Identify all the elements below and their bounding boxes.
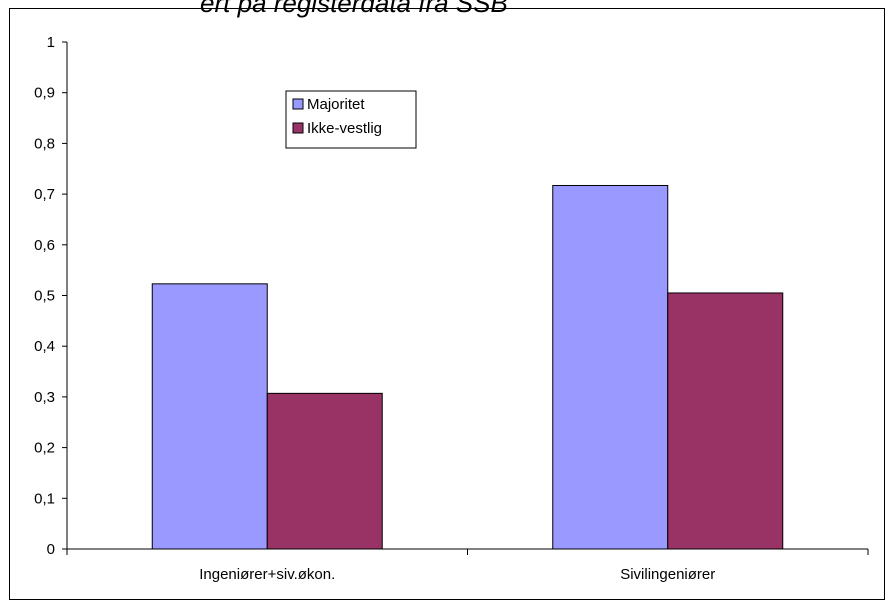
bar-majoritet: [152, 284, 267, 549]
x-tick-label: Ingeniører+siv.økon.: [199, 566, 335, 583]
y-tick-label: 1: [47, 34, 55, 51]
y-tick-label: 0: [47, 541, 55, 558]
y-tick-label: 0,7: [34, 186, 55, 203]
y-tick-label: 0,4: [34, 338, 55, 355]
x-tick-label: Sivilingeniører: [620, 566, 715, 583]
y-tick-label: 0,5: [34, 288, 55, 305]
y-tick-label: 0,6: [34, 237, 55, 254]
y-tick-label: 0,2: [34, 440, 55, 457]
legend-label: Ikke-vestlig: [307, 120, 382, 137]
bar-majoritet: [553, 185, 668, 549]
bar-ikke-vestlig: [668, 293, 783, 549]
y-tick-label: 0,9: [34, 85, 55, 102]
plot-area: 0 0,1 0,2 0,3 0,4 0,5 0,6 0,7 0,8 0,9 1 Ingeniører+…: [34, 34, 868, 583]
y-tick-label: 0,8: [34, 135, 55, 152]
legend-swatch: [293, 123, 303, 133]
legend-swatch: [293, 99, 303, 109]
y-tick-label: 0,1: [34, 490, 55, 507]
chart-title-fragment: ert på registerdata fra SSB: [200, 0, 508, 18]
y-tick-label: 0,3: [34, 389, 55, 406]
bar-ikke-vestlig: [267, 393, 382, 549]
legend-label: Majoritet: [307, 96, 365, 113]
